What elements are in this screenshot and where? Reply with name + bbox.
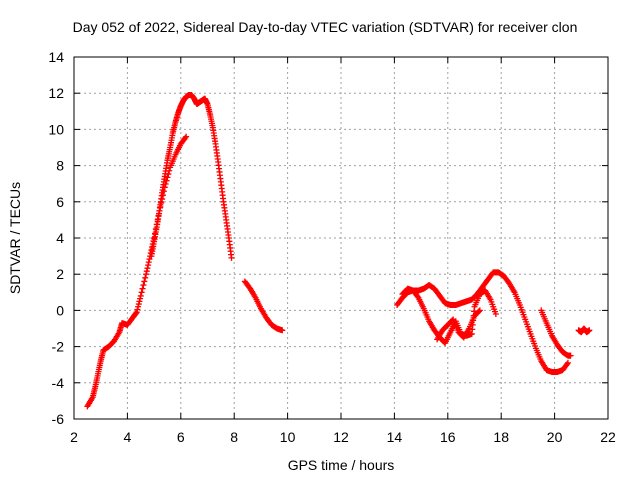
data-point xyxy=(492,311,499,318)
x-tick-label: 8 xyxy=(230,429,238,445)
data-point xyxy=(164,174,171,181)
data-point xyxy=(133,309,140,316)
data-point xyxy=(586,327,593,334)
x-tick-label: 12 xyxy=(333,429,349,445)
data-point xyxy=(138,289,145,296)
series-track-e xyxy=(399,285,499,346)
y-tick-label: 8 xyxy=(56,158,64,174)
data-point xyxy=(564,359,571,366)
series-track-b xyxy=(148,92,235,261)
x-tick-label: 16 xyxy=(440,429,456,445)
x-tick-label: 6 xyxy=(177,429,185,445)
y-tick-label: 6 xyxy=(56,194,64,210)
data-point xyxy=(414,293,421,300)
x-tick-label: 2 xyxy=(70,429,78,445)
series-track-c xyxy=(241,278,286,334)
series-track-g xyxy=(538,307,574,359)
data-point xyxy=(134,306,141,313)
data-point xyxy=(141,278,148,285)
series-track-h xyxy=(575,325,593,336)
data-point xyxy=(139,285,146,292)
data-point xyxy=(142,274,149,281)
data-point xyxy=(475,308,482,315)
y-tick-label: 10 xyxy=(48,121,64,137)
data-point xyxy=(183,133,190,140)
data-point xyxy=(143,271,150,278)
data-point xyxy=(145,262,152,269)
x-tick-label: 22 xyxy=(600,429,616,445)
data-point xyxy=(140,282,147,289)
series-track-f xyxy=(434,307,483,343)
y-tick-label: -6 xyxy=(52,411,65,427)
data-point xyxy=(476,307,483,314)
y-tick-label: 14 xyxy=(48,49,64,65)
y-tick-label: 0 xyxy=(56,302,64,318)
data-point xyxy=(144,265,151,272)
data-point xyxy=(564,361,571,368)
x-tick-label: 18 xyxy=(493,429,509,445)
data-point xyxy=(143,268,150,275)
y-tick-label: 4 xyxy=(56,230,64,246)
series-track-d xyxy=(394,269,571,375)
grid xyxy=(74,57,608,419)
data-point xyxy=(182,134,189,141)
y-tick-label: -4 xyxy=(52,375,65,391)
data-points xyxy=(84,92,593,410)
tick-labels: 2 4 6 8 10 12 14 16 18 20 22 -6 -4 -2 0 2 4 6 8 10 12 14 xyxy=(48,49,616,445)
chart-title: Day 052 of 2022, Sidereal Day-to-day VTE… xyxy=(73,19,578,35)
x-tick-label: 20 xyxy=(547,429,563,445)
y-tick-label: -2 xyxy=(52,339,65,355)
y-tick-label: 12 xyxy=(48,85,64,101)
plot-frame xyxy=(73,56,609,420)
data-point xyxy=(145,259,152,266)
data-point xyxy=(146,256,153,263)
x-tick-label: 4 xyxy=(124,429,132,445)
x-tick-label: 14 xyxy=(387,429,403,445)
y-axis-title: SDTVAR / TECUs xyxy=(7,182,23,294)
data-point xyxy=(137,295,144,302)
data-point xyxy=(136,298,143,305)
data-point xyxy=(135,303,142,310)
data-point xyxy=(137,292,144,299)
x-axis-title: GPS time / hours xyxy=(288,457,395,473)
data-point xyxy=(133,310,140,317)
series-track-a xyxy=(84,133,190,410)
x-tick-label: 10 xyxy=(280,429,296,445)
data-point xyxy=(279,327,286,334)
data-point xyxy=(228,254,235,261)
data-point xyxy=(135,301,142,308)
data-point xyxy=(567,352,574,359)
y-tick-label: 2 xyxy=(56,266,64,282)
